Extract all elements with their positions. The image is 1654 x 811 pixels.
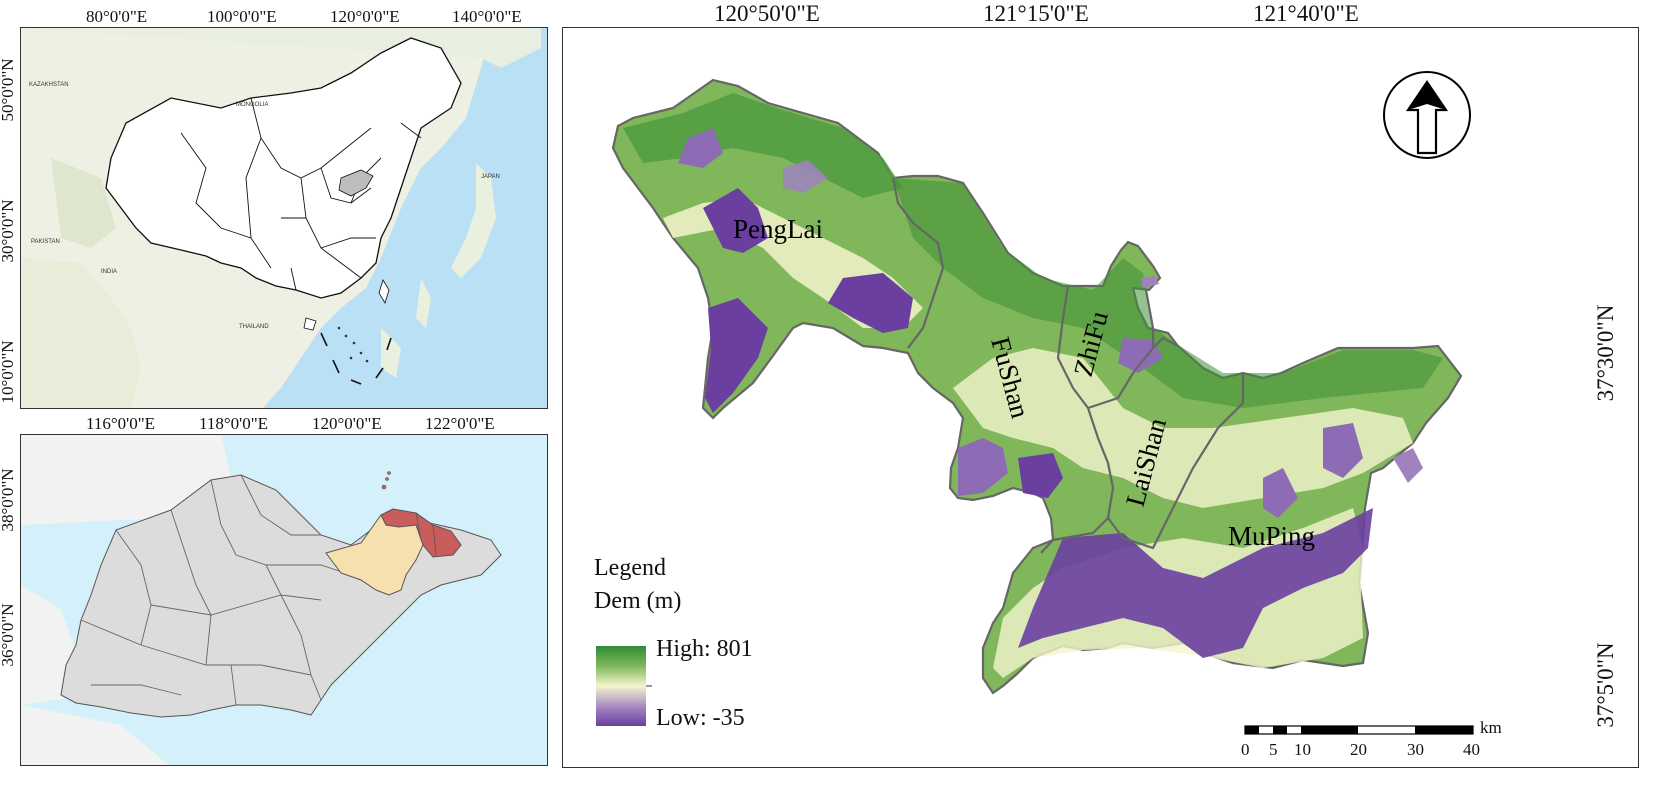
scalebar-tick-label: 20 — [1350, 740, 1367, 759]
legend-high-label: High: 801 — [656, 636, 753, 662]
scalebar-unit: km — [1480, 718, 1502, 737]
province-lat-label: 38°0'0"N — [0, 468, 17, 532]
province-lon-label: 118°0'0"E — [199, 414, 269, 433]
province-lat-label: 36°0'0"N — [0, 603, 17, 667]
province-lon-label: 120°0'0"E — [312, 414, 382, 433]
place-label: PAKISTAN — [31, 239, 60, 245]
overview-lon-label: 140°0'0"E — [452, 7, 522, 26]
place-label: KAZAKHSTAN — [29, 82, 69, 88]
scalebar-tick-label: 30 — [1407, 740, 1424, 759]
main-map-frame: PengLai FuShan ZhiFu LaiShan MuPing — [562, 27, 1639, 768]
province-map-graphic — [21, 435, 547, 765]
legend-color-ramp — [596, 646, 646, 726]
main-lon-label: 120°50'0"E — [714, 1, 820, 26]
overview-map-graphic: KAZAKHSTAN MONGOLIA PAKISTAN INDIA JAPAN… — [21, 28, 547, 408]
province-lon-label: 122°0'0"E — [425, 414, 495, 433]
place-label: THAILAND — [239, 324, 269, 330]
main-lon-label: 121°15'0"E — [983, 1, 1089, 26]
overview-lat-label: 10°0'0"N — [0, 340, 17, 404]
county-label-penglai: PengLai — [733, 214, 823, 244]
overview-lat-label: 30°0'0"N — [0, 199, 17, 263]
scalebar-tick-label: 0 — [1241, 740, 1250, 759]
overview-lon-label: 100°0'0"E — [207, 7, 277, 26]
county-label-muping: MuPing — [1228, 521, 1315, 551]
dem-map-graphic: PengLai FuShan ZhiFu LaiShan MuPing — [596, 71, 1474, 735]
overview-map-frame: KAZAKHSTAN MONGOLIA PAKISTAN INDIA JAPAN… — [20, 27, 548, 409]
legend-subtitle: Dem (m) — [594, 588, 682, 614]
main-lon-label: 121°40'0"E — [1253, 1, 1359, 26]
province-lon-label: 116°0'0"E — [86, 414, 156, 433]
overview-lon-label: 80°0'0"E — [86, 7, 148, 26]
place-label: INDIA — [101, 269, 117, 275]
legend-title: Legend — [594, 555, 666, 581]
scalebar — [1244, 725, 1474, 735]
scalebar-tick-label: 40 — [1463, 740, 1480, 759]
legend-low-label: Low: -35 — [656, 705, 745, 731]
north-arrow-icon — [1383, 71, 1471, 159]
place-label: MONGOLIA — [236, 102, 268, 108]
province-map-frame — [20, 434, 548, 766]
scalebar-tick-label: 10 — [1294, 740, 1311, 759]
overview-lat-label: 50°0'0"N — [0, 58, 17, 122]
place-label: JAPAN — [481, 174, 500, 180]
scalebar-tick-label: 5 — [1269, 740, 1278, 759]
overview-lon-label: 120°0'0"E — [330, 7, 400, 26]
